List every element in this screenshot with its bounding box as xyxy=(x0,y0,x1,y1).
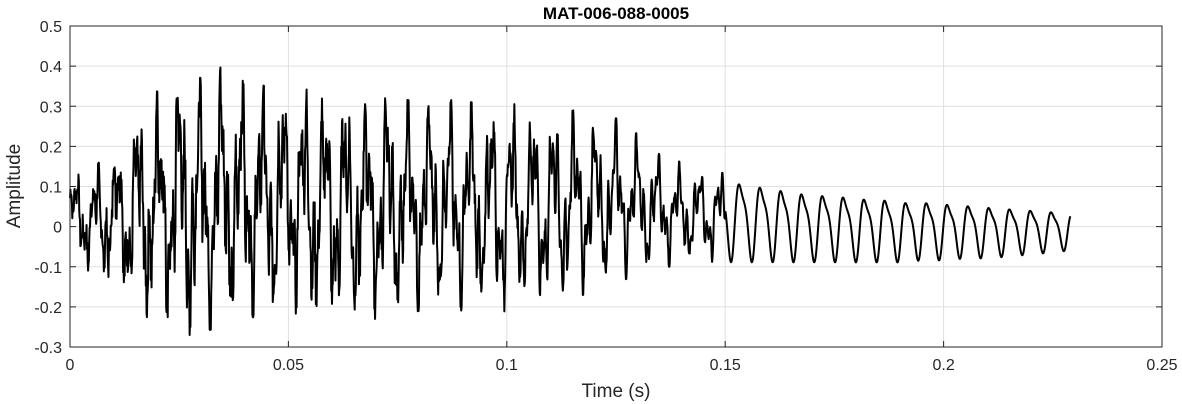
y-tick-label: 0.4 xyxy=(40,59,62,76)
y-axis-ticks: -0.3 -0.2 -0.1 0 0.1 0.2 0.3 0.4 0.5 xyxy=(34,19,1162,357)
y-tick-label: 0.5 xyxy=(40,19,62,36)
y-tick-label: -0.2 xyxy=(34,300,62,317)
x-tick-label: 0.1 xyxy=(496,357,518,374)
x-tick-label: 0.25 xyxy=(1146,357,1177,374)
y-tick-label: 0 xyxy=(53,220,62,237)
x-tick-label: 0.15 xyxy=(710,357,741,374)
y-tick-label: 0.1 xyxy=(40,180,62,197)
y-tick-label: 0.3 xyxy=(40,99,62,116)
x-tick-label: 0.2 xyxy=(932,357,954,374)
x-tick-label: 0.05 xyxy=(273,357,304,374)
x-axis-ticks: 0 0.05 0.1 0.15 0.2 0.25 xyxy=(66,26,1178,374)
y-tick-label: -0.1 xyxy=(34,260,62,277)
x-axis-label: Time (s) xyxy=(582,381,651,402)
y-axis-label: Amplitude xyxy=(4,144,25,229)
chart-title: MAT-006-088-0005 xyxy=(543,4,689,23)
x-tick-label: 0 xyxy=(66,357,75,374)
y-tick-label: -0.3 xyxy=(34,340,62,357)
plot-area xyxy=(69,66,1072,336)
y-tick-label: 0.2 xyxy=(40,139,62,156)
series-line xyxy=(69,66,1072,336)
